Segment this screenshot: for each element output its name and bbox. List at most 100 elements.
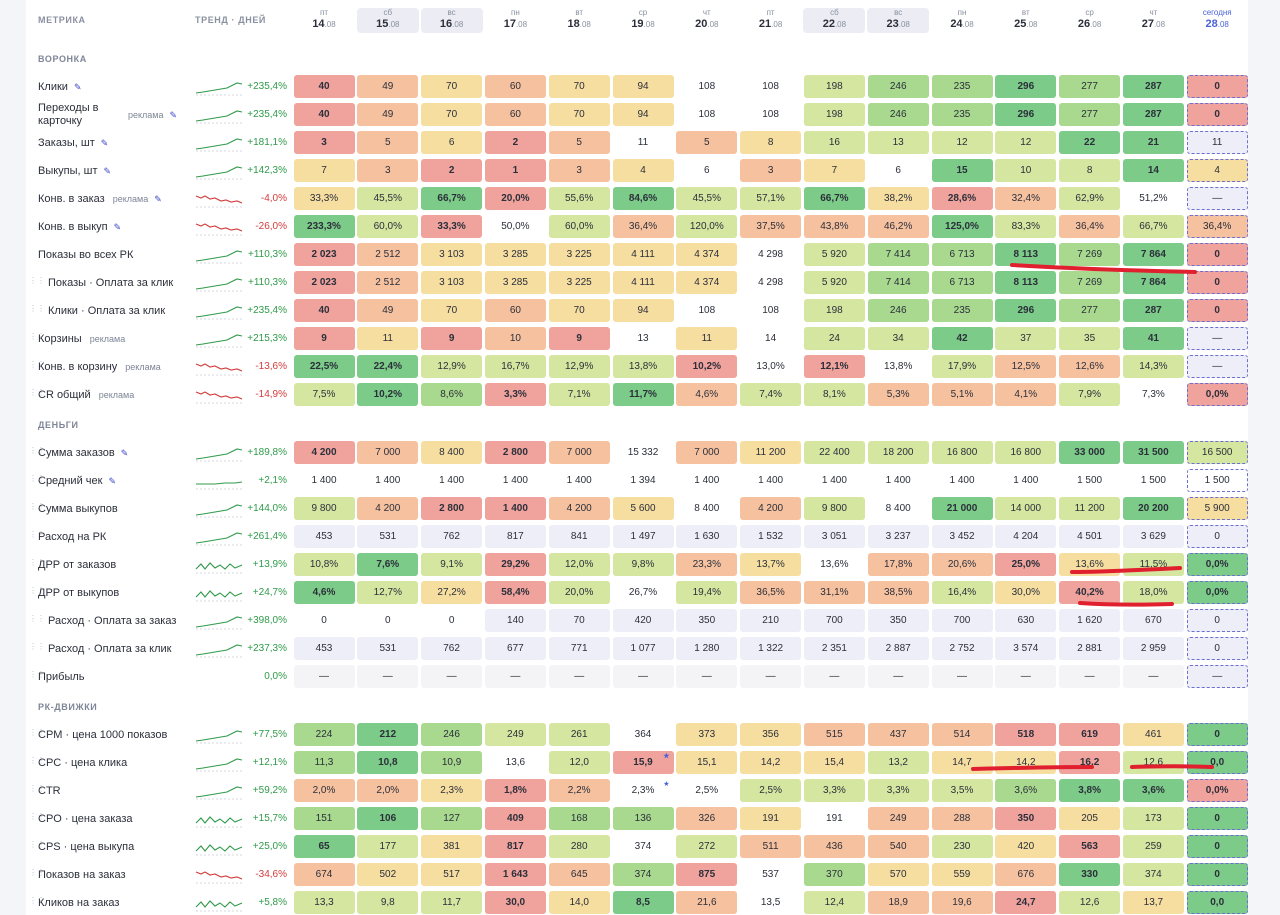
value-cell[interactable]: 1 280	[676, 637, 738, 660]
value-cell[interactable]: 49	[357, 75, 419, 98]
value-cell[interactable]: 3 103	[421, 271, 483, 294]
value-cell[interactable]: 326	[676, 807, 738, 830]
pin-icon[interactable]: ✎	[108, 475, 116, 486]
value-cell[interactable]: 8,6%	[421, 383, 483, 406]
value-cell[interactable]: 5	[357, 131, 419, 154]
value-cell[interactable]: 51,2%	[1122, 187, 1184, 210]
value-cell-today[interactable]: 0	[1186, 103, 1248, 126]
value-cell[interactable]: 41	[1122, 327, 1184, 350]
value-cell[interactable]: 817	[484, 835, 546, 858]
value-cell-today[interactable]: 0	[1186, 75, 1248, 98]
value-cell[interactable]: 3,6%	[1122, 779, 1184, 802]
value-cell[interactable]: 15,1	[676, 751, 738, 774]
table-row[interactable]: ⋮⋮ CPM · цена 1000 показов +77,5% 224 212 246…	[26, 721, 1248, 749]
value-cell[interactable]: 36,4%	[612, 215, 674, 238]
value-cell[interactable]: 10,2%	[357, 383, 419, 406]
value-cell[interactable]: 246	[867, 299, 929, 322]
value-cell[interactable]: 249	[484, 723, 546, 746]
value-cell[interactable]: 4 200	[293, 441, 355, 464]
table-row[interactable]: ⋮⋮ Корзины реклама +215,3% 9 11 9 10 9 13 11 14 24 34…	[26, 325, 1248, 353]
value-cell[interactable]: 2 800	[421, 497, 483, 520]
value-cell[interactable]: 177	[357, 835, 419, 858]
value-cell[interactable]: 3 237	[867, 525, 929, 548]
value-cell[interactable]: 563	[1059, 835, 1121, 858]
table-row[interactable]: ⋮⋮ Сумма заказов ✎ +189,8% 4 200 7 000 8 400 2 …	[26, 439, 1248, 467]
value-cell-today[interactable]: 0	[1186, 863, 1248, 886]
value-cell[interactable]: 4 111	[612, 243, 674, 266]
value-cell[interactable]: 60	[484, 75, 546, 98]
value-cell[interactable]: 1 497	[612, 525, 674, 548]
value-cell[interactable]: 11	[357, 327, 419, 350]
value-cell[interactable]: 436	[803, 835, 865, 858]
value-cell[interactable]: 13,5	[740, 891, 802, 914]
value-cell[interactable]: 8,1%	[803, 383, 865, 406]
value-cell[interactable]: 13,7%	[740, 553, 802, 576]
value-cell[interactable]: 7,9%	[1059, 383, 1121, 406]
value-cell[interactable]: 212	[357, 723, 419, 746]
value-cell[interactable]: 7,5%	[293, 383, 355, 406]
value-cell[interactable]: 3 452	[931, 525, 993, 548]
value-cell-today[interactable]: 16 500	[1186, 441, 1248, 464]
value-cell[interactable]: 24	[803, 327, 865, 350]
table-row[interactable]: Показы во всех РК +110,3% 2 023 2 512 3 103 3…	[26, 241, 1248, 269]
value-cell[interactable]: 14,7	[931, 751, 993, 774]
value-cell[interactable]: 19,6	[931, 891, 993, 914]
value-cell[interactable]: 12,6%	[1059, 355, 1121, 378]
value-cell[interactable]: 296	[995, 103, 1057, 126]
value-cell[interactable]: 22 400	[803, 441, 865, 464]
value-cell[interactable]: 762	[421, 525, 483, 548]
value-cell[interactable]: 23,3%	[676, 553, 738, 576]
value-cell[interactable]: 70	[421, 299, 483, 322]
value-cell[interactable]: 630	[995, 609, 1057, 632]
value-cell[interactable]: 1 500	[1059, 469, 1121, 492]
value-cell[interactable]: 2,3% ★	[612, 779, 674, 802]
value-cell[interactable]: 38,2%	[867, 187, 929, 210]
value-cell[interactable]: 14,3%	[1122, 355, 1184, 378]
value-cell[interactable]: 70	[421, 103, 483, 126]
value-cell[interactable]: 16	[803, 131, 865, 154]
value-cell[interactable]: 2,3%	[421, 779, 483, 802]
value-cell[interactable]: 13	[867, 131, 929, 154]
value-cell[interactable]: 6	[867, 159, 929, 182]
value-cell[interactable]: 7,1%	[548, 383, 610, 406]
value-cell[interactable]: 12,1%	[803, 355, 865, 378]
value-cell[interactable]: 373	[676, 723, 738, 746]
value-cell[interactable]: 531	[357, 525, 419, 548]
value-cell[interactable]: 1 400	[803, 469, 865, 492]
value-cell-today[interactable]: —	[1186, 327, 1248, 350]
value-cell[interactable]: 151	[293, 807, 355, 830]
value-cell[interactable]: —	[421, 665, 483, 688]
value-cell[interactable]: 33,3%	[421, 215, 483, 238]
value-cell[interactable]: 30,0%	[995, 581, 1057, 604]
value-cell[interactable]: 33 000	[1059, 441, 1121, 464]
value-cell[interactable]: 108	[740, 75, 802, 98]
value-cell[interactable]: 670	[1122, 609, 1184, 632]
drag-handle-icon[interactable]: ⋮⋮	[29, 868, 45, 877]
value-cell[interactable]: 1 394	[612, 469, 674, 492]
value-cell[interactable]: 35	[1059, 327, 1121, 350]
value-cell[interactable]: 9	[293, 327, 355, 350]
value-cell-today[interactable]: 0,0%	[1186, 383, 1248, 406]
drag-handle-icon[interactable]: ⋮⋮	[29, 670, 45, 679]
value-cell[interactable]: 4 200	[740, 497, 802, 520]
value-cell[interactable]: 246	[867, 103, 929, 126]
value-cell[interactable]: 5,1%	[931, 383, 993, 406]
value-cell[interactable]: 7 269	[1059, 271, 1121, 294]
pin-icon[interactable]: ✎	[73, 81, 82, 92]
value-cell[interactable]: 12,4	[803, 891, 865, 914]
value-cell[interactable]: 16,7%	[484, 355, 546, 378]
value-cell-today[interactable]: —	[1186, 187, 1248, 210]
value-cell[interactable]: 7 414	[867, 271, 929, 294]
value-cell-today[interactable]: 5 900	[1186, 497, 1248, 520]
value-cell[interactable]: 296	[995, 75, 1057, 98]
value-cell[interactable]: 261	[548, 723, 610, 746]
value-cell[interactable]: 16,2	[1059, 751, 1121, 774]
value-cell[interactable]: 24,7	[995, 891, 1057, 914]
value-cell[interactable]: 70	[548, 75, 610, 98]
value-cell[interactable]: 14 000	[995, 497, 1057, 520]
value-cell[interactable]: 31,1%	[803, 581, 865, 604]
value-cell[interactable]: 7,4%	[740, 383, 802, 406]
value-cell[interactable]: 40	[293, 75, 355, 98]
value-cell[interactable]: 2 887	[867, 637, 929, 660]
value-cell[interactable]: 677	[484, 637, 546, 660]
